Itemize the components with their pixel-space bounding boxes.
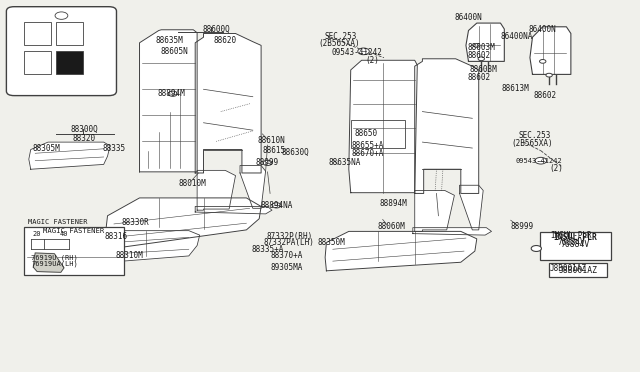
Text: 88335: 88335 (102, 144, 125, 153)
Text: 88370+A: 88370+A (271, 251, 303, 260)
Text: 88615: 88615 (262, 146, 285, 155)
Text: INSUL-PLR: INSUL-PLR (550, 231, 593, 240)
Text: 76919UA(LH): 76919UA(LH) (31, 261, 78, 267)
Polygon shape (140, 30, 197, 172)
Circle shape (531, 246, 541, 251)
Text: 88335+A: 88335+A (252, 245, 284, 254)
Text: 88999: 88999 (510, 222, 533, 231)
Circle shape (546, 73, 552, 77)
Polygon shape (415, 190, 454, 231)
Text: 88603M: 88603M (469, 65, 497, 74)
Text: 88350M: 88350M (317, 238, 346, 247)
Bar (56, 51, 83, 74)
Bar (56, 22, 83, 45)
Circle shape (55, 12, 68, 19)
Polygon shape (413, 228, 492, 235)
Polygon shape (325, 231, 477, 271)
Circle shape (168, 91, 177, 96)
Text: 88894NA: 88894NA (260, 201, 292, 210)
Polygon shape (106, 198, 261, 249)
Text: 88060M: 88060M (378, 222, 406, 231)
Text: SEC.253: SEC.253 (518, 131, 550, 140)
Circle shape (358, 48, 369, 55)
Text: 88655+A: 88655+A (352, 141, 384, 150)
Circle shape (535, 157, 547, 164)
Text: INSUL-PLR: INSUL-PLR (554, 233, 597, 242)
Text: 88316: 88316 (105, 232, 128, 241)
Text: MAGIC FASTENER: MAGIC FASTENER (43, 228, 104, 234)
Text: 87332P(RH): 87332P(RH) (266, 232, 312, 241)
Text: 88605N: 88605N (160, 47, 188, 56)
Text: 88603M: 88603M (467, 43, 495, 52)
Polygon shape (197, 170, 236, 210)
Polygon shape (466, 23, 504, 61)
Text: (2): (2) (365, 56, 380, 65)
Text: MAGIC FASTENER: MAGIC FASTENER (28, 219, 87, 225)
Text: 76884V: 76884V (561, 240, 590, 249)
Text: (2B565XA): (2B565XA) (511, 139, 554, 148)
Circle shape (272, 203, 281, 208)
Bar (24, 227, 124, 275)
Polygon shape (240, 166, 266, 208)
Text: 89305MA: 89305MA (271, 263, 303, 272)
Text: 88600Q: 88600Q (202, 25, 230, 33)
Text: SEC.253: SEC.253 (324, 32, 356, 41)
FancyBboxPatch shape (6, 7, 116, 96)
Text: 88602: 88602 (467, 51, 490, 60)
Text: 88620: 88620 (214, 36, 237, 45)
Polygon shape (195, 33, 261, 173)
Bar (24, 51, 51, 74)
Text: 88635NA: 88635NA (328, 158, 360, 167)
Circle shape (540, 60, 546, 63)
Text: 76884V: 76884V (557, 238, 586, 247)
Circle shape (474, 44, 480, 47)
Text: 88310M: 88310M (115, 251, 143, 260)
Text: 40: 40 (60, 231, 68, 237)
Text: 09543-41242: 09543-41242 (515, 158, 563, 164)
Text: 87332PA(LH): 87332PA(LH) (264, 238, 315, 247)
Text: (2): (2) (550, 164, 564, 173)
Text: 20: 20 (33, 231, 42, 237)
Text: J8B001AZ: J8B001AZ (550, 264, 587, 273)
Text: 88610N: 88610N (257, 136, 285, 145)
Polygon shape (415, 59, 479, 193)
Text: 88894M: 88894M (157, 89, 186, 98)
Text: 86400N: 86400N (529, 25, 557, 33)
Text: 88300Q: 88300Q (70, 125, 99, 134)
Text: 88010M: 88010M (178, 179, 206, 187)
Bar (549, 263, 607, 277)
Text: 88305M: 88305M (32, 144, 60, 153)
Polygon shape (29, 142, 110, 169)
Text: 76919U (RH): 76919U (RH) (31, 254, 78, 261)
Text: 88320: 88320 (73, 134, 96, 143)
Bar (24, 22, 51, 45)
Circle shape (263, 160, 272, 166)
Bar (351, 120, 405, 148)
Text: (2B565XA): (2B565XA) (318, 39, 360, 48)
Polygon shape (33, 253, 64, 272)
Text: 88602: 88602 (534, 92, 557, 100)
Polygon shape (74, 231, 200, 265)
Text: 86400N: 86400N (454, 13, 483, 22)
Text: 88635M: 88635M (156, 36, 184, 45)
Text: 88650: 88650 (355, 129, 378, 138)
Text: 88670+A: 88670+A (352, 149, 384, 158)
Text: 88894M: 88894M (380, 199, 408, 208)
Polygon shape (530, 27, 571, 74)
Polygon shape (195, 206, 272, 214)
Polygon shape (460, 185, 483, 230)
Polygon shape (349, 60, 417, 193)
Text: 88330R: 88330R (122, 218, 150, 227)
Text: 88630Q: 88630Q (282, 148, 310, 157)
Text: J8B001AZ: J8B001AZ (559, 266, 597, 275)
Text: 88613M: 88613M (501, 84, 529, 93)
Text: 88602: 88602 (467, 73, 490, 82)
Text: 09543-41242: 09543-41242 (332, 48, 383, 57)
Circle shape (478, 57, 484, 61)
Text: 88999: 88999 (256, 158, 279, 167)
Text: 86400NA: 86400NA (501, 32, 533, 41)
Bar (540, 232, 611, 260)
